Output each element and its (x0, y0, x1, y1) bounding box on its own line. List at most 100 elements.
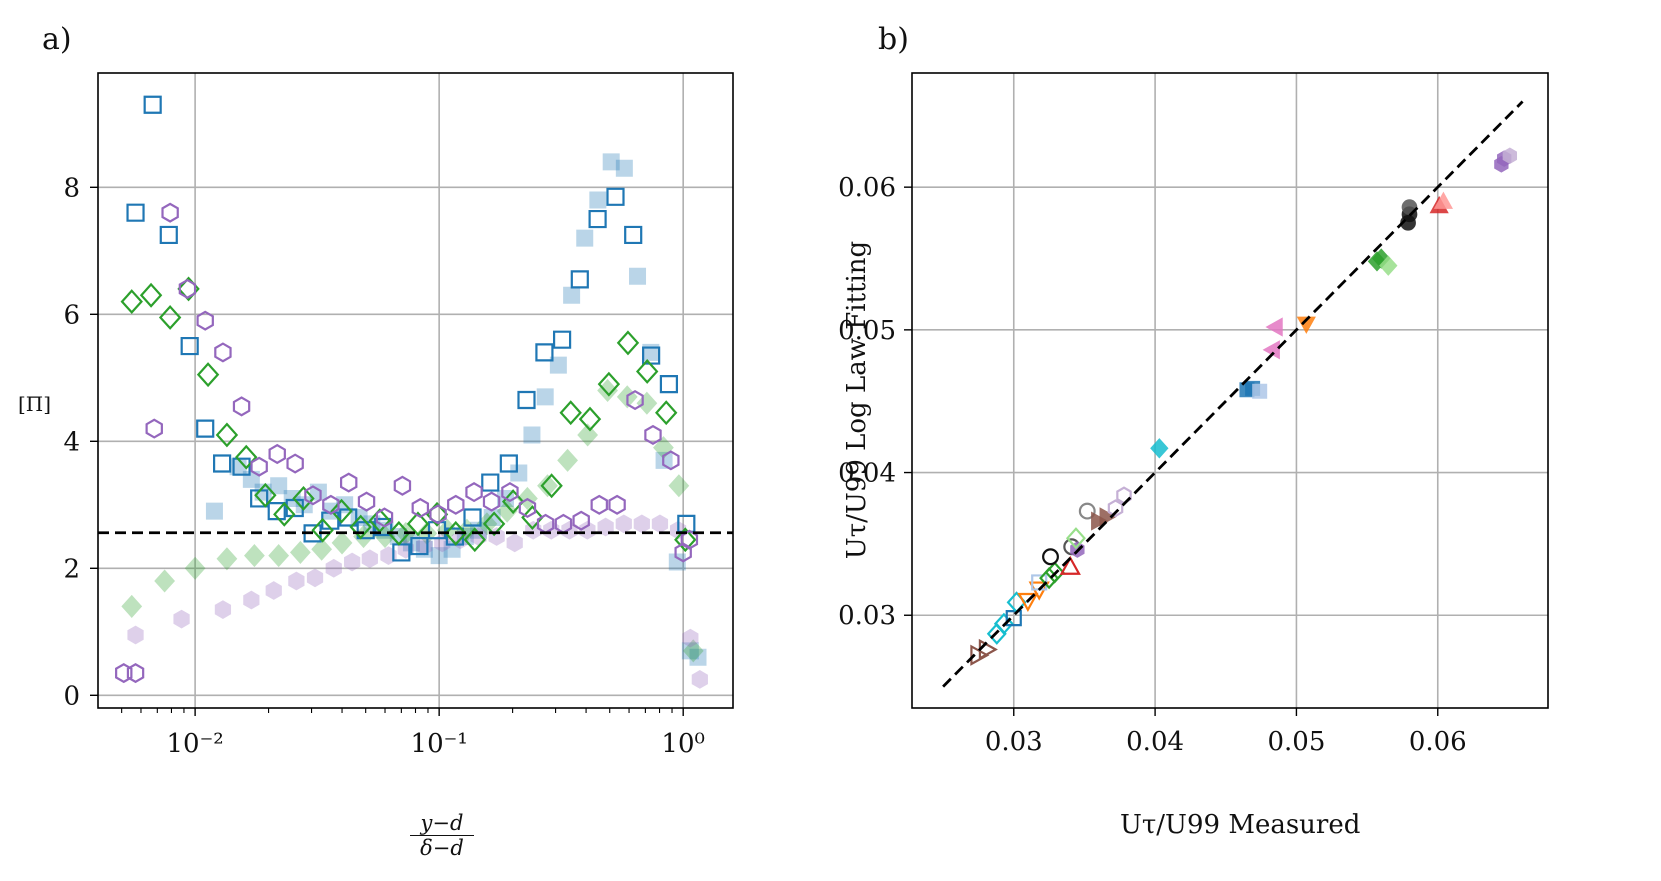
data-point (590, 494, 608, 515)
data-point (361, 549, 378, 569)
data-point (552, 330, 572, 349)
data-point (1502, 147, 1518, 165)
data-point (232, 396, 251, 417)
data-point (196, 419, 215, 438)
y-tick-label: 0.06 (838, 173, 896, 203)
data-point (465, 482, 483, 503)
data-point (429, 504, 447, 525)
data-point (392, 543, 411, 562)
data-point (633, 514, 650, 534)
panel-a-frame (97, 72, 734, 709)
data-point (1433, 191, 1454, 209)
data-point (154, 569, 176, 593)
data-point (447, 494, 465, 515)
data-point (624, 225, 643, 245)
data-point (579, 520, 596, 540)
data-point (597, 371, 621, 397)
data-point (557, 448, 578, 472)
data-point (120, 289, 143, 315)
data-point (1078, 502, 1096, 520)
y-tick-label: 6 (63, 300, 80, 330)
data-point (463, 527, 487, 553)
panel-b-plot: 0.03 0.04 0.05 0.06 0.03 0.04 0.05 0.06 (838, 72, 1549, 757)
data-point (126, 663, 145, 684)
data-point (606, 187, 625, 206)
data-point (616, 330, 640, 356)
data-point (499, 454, 518, 473)
y-tick-label: 0.05 (838, 316, 896, 346)
data-point (644, 424, 662, 446)
data-point (232, 457, 251, 476)
data-point (549, 356, 567, 374)
data-point (506, 533, 523, 553)
data-point (173, 609, 190, 629)
data-point (1017, 592, 1039, 612)
data-point (145, 418, 163, 439)
data-point (602, 153, 620, 171)
data-point (285, 498, 304, 518)
data-point (662, 450, 680, 471)
data-point (615, 159, 633, 177)
data-point (216, 547, 238, 571)
data-point (158, 305, 182, 330)
data-point (482, 511, 506, 537)
panel-b-label: b) (878, 22, 909, 57)
data-point (1379, 255, 1398, 276)
data-point (1065, 527, 1086, 550)
data-point (330, 498, 353, 524)
data-point (406, 511, 430, 537)
data-point (689, 648, 707, 666)
data-point (288, 571, 305, 591)
x-tick-label: 0.04 (1126, 727, 1184, 757)
panel-b-x-axis-label: Uτ/U99 Measured (1120, 810, 1361, 840)
series-5 (115, 202, 699, 684)
data-point (496, 499, 518, 523)
x-tick-label: 0.05 (1267, 727, 1325, 757)
data-point (572, 510, 590, 531)
data-point (578, 406, 602, 432)
data-point (659, 375, 679, 394)
x-label-denominator: δ−d (420, 836, 464, 860)
data-point (416, 536, 433, 556)
data-point (1265, 317, 1283, 337)
data-point (1044, 561, 1065, 584)
data-point (267, 502, 286, 521)
data-point (311, 537, 333, 561)
data-point (540, 473, 563, 499)
data-point (636, 391, 658, 415)
y-tick-label: 8 (63, 173, 80, 203)
data-point (375, 507, 394, 528)
data-point (292, 486, 315, 511)
series-2 (127, 514, 708, 689)
data-point (184, 556, 206, 580)
data-point (215, 422, 239, 448)
data-point (214, 600, 232, 619)
data-point (444, 520, 467, 546)
data-point (286, 453, 304, 474)
data-point (244, 544, 265, 568)
data-point (265, 581, 282, 600)
data-point (143, 95, 162, 114)
data-point (577, 423, 599, 447)
panel-a-x-axis-label: y−d δ−d (410, 812, 474, 859)
x-label-numerator: y−d (410, 812, 474, 836)
data-point (1296, 316, 1316, 334)
data-point (430, 547, 448, 565)
panel-a-plot: 10⁻² 10⁻¹ 10⁰ 0 2 4 6 8 (63, 72, 734, 759)
data-point (268, 443, 286, 465)
data-point (655, 400, 678, 426)
y-tick-label: 4 (63, 427, 80, 457)
data-point (559, 400, 582, 426)
x-tick-label: 10⁰ (661, 729, 705, 759)
data-point (521, 505, 544, 530)
data-point (682, 628, 699, 648)
x-tick-label: 10⁻² (166, 729, 223, 759)
data-point (482, 491, 501, 512)
data-point (570, 270, 589, 289)
data-point (139, 282, 163, 308)
data-point (691, 670, 708, 689)
data-point (180, 336, 199, 356)
data-point (306, 568, 324, 588)
data-point (127, 625, 144, 645)
data-point (615, 514, 632, 534)
